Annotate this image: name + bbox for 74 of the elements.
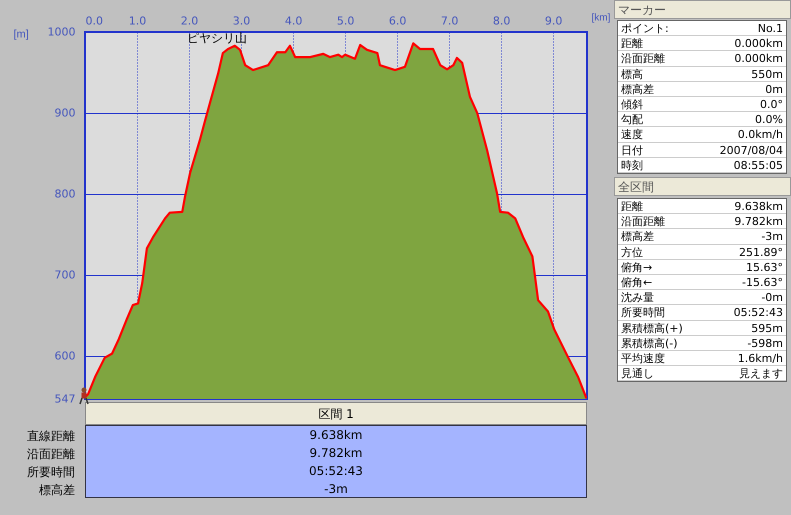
text: 所要時間 [27,464,75,481]
y-tick-label: 600 [54,350,76,363]
text: 05:52:43 [308,464,364,478]
text: 俯角→ [621,260,652,274]
x-tick-label: 6.0 [388,14,406,28]
text: 0.000km [734,36,783,50]
text: 距離 [621,36,643,50]
text: 日付 [621,142,643,157]
text: 0.0° [760,96,783,112]
text: 速度 [621,127,643,142]
text: -0m [761,290,783,304]
x-tick-label: 2.0 [180,14,198,28]
text: 累積標高(-) [621,336,678,350]
text: No.1 [758,21,783,36]
text: 見えます [739,366,783,380]
text: 区間 1 [85,402,587,425]
text: 1.6km/h [738,350,783,366]
y-tick-label: 900 [54,106,76,120]
text: 550m [751,66,783,81]
text: 9.638km [734,199,783,214]
text: 0.0% [755,112,783,126]
text: 俯角← [621,274,652,290]
text: 沿面距離 [621,51,665,66]
y-axis-title: [m] [14,28,29,40]
text: 標高差 [39,482,75,499]
text: 距離 [621,199,643,214]
text: 方位 [621,244,643,259]
text: ポイント: [621,21,669,36]
x-tick-label: 3.0 [232,14,250,28]
text: 累積標高(+) [621,320,683,335]
x-axis-title: [km] [592,12,611,24]
text: 標高 [621,66,643,81]
y-tick-label: 800 [54,188,76,201]
annotation: ピヤシリ山 [186,30,247,45]
text: 05:52:43 [734,305,783,320]
text: 傾斜 [621,96,643,112]
text: 595m [751,320,783,335]
text: -3m [323,482,349,496]
text: 平均速度 [621,350,665,366]
text: -15.63° [742,274,783,290]
x-tick-label: 0.0 [86,14,103,28]
text: 所要時間 [621,305,665,320]
text: 2007/08/04 [720,142,783,157]
text: 15.63° [746,260,783,274]
x-tick-label: 8.0 [492,14,510,28]
y-tick-label: 1000 [48,26,76,38]
text: 9.782km [734,214,783,228]
text: 標高差 [621,82,654,96]
text: 0m [765,82,783,96]
text: 0.000km [734,51,783,66]
text: 標高差 [621,229,654,244]
y-tick-label: 547 [54,392,76,406]
text: 9.638km [308,428,364,442]
text: 見通し [621,366,654,380]
text: 0.0km/h [738,127,783,142]
x-tick-label: 9.0 [544,14,562,28]
text: 沿面距離 [621,214,665,228]
text: 全区間 [614,177,791,196]
text: 251.89° [739,244,783,259]
text: 08:55:05 [734,158,783,172]
y-tick-label: 700 [54,268,76,282]
x-tick-label: 4.0 [284,14,302,28]
x-tick-label: 5.0 [336,14,354,28]
text: 沿面距離 [27,446,75,463]
text: -3m [761,229,783,244]
text: 直線距離 [27,428,75,445]
text: 勾配 [621,112,643,126]
text: 沈み量 [621,290,654,304]
x-tick-label: 7.0 [440,14,458,28]
text: マーカー [614,0,791,19]
x-tick-label: 1.0 [128,14,146,28]
text: 時刻 [621,158,643,172]
text: 9.782km [308,446,364,460]
text: -598m [747,336,783,350]
